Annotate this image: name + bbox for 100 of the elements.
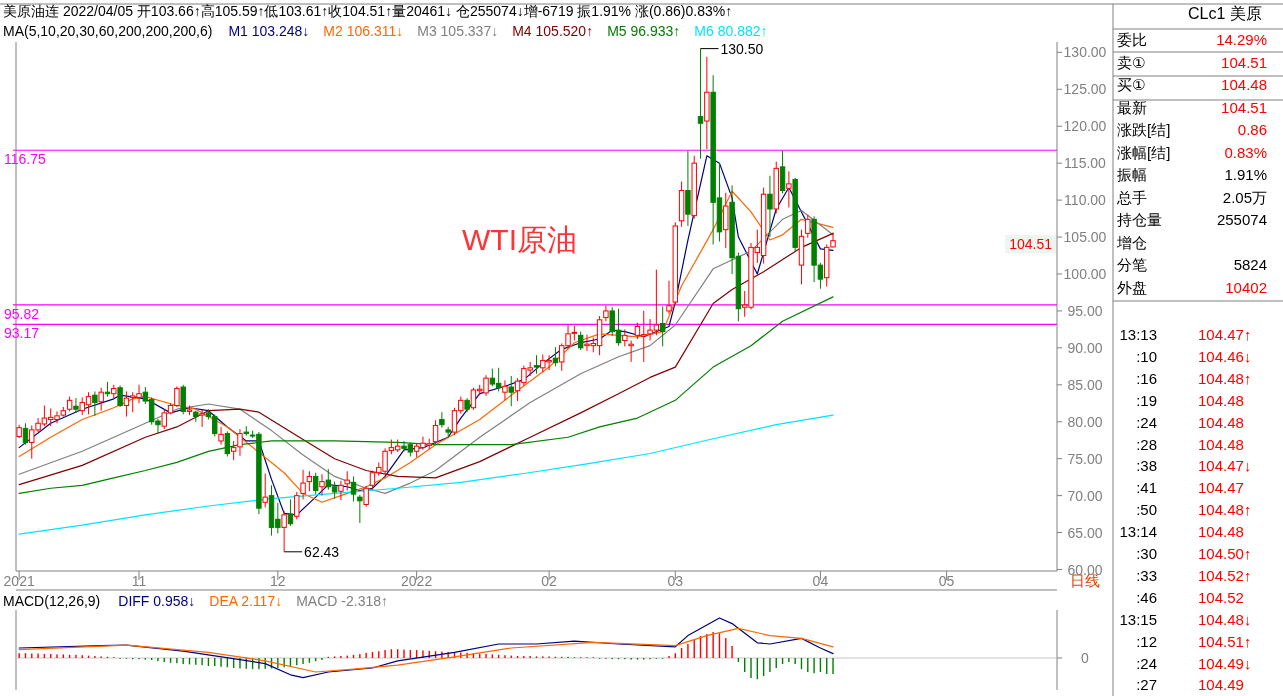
candlestick [502,379,508,401]
candlestick [628,339,634,363]
y-tick-label: 90.00 [1067,339,1103,356]
text: M1 103.248↓ [228,23,310,39]
text: 2.05万 [1222,188,1267,206]
category-label: :30 [1136,545,1157,562]
text: 255074 [1216,211,1267,228]
category-label: 涨跌[结] [1117,121,1171,138]
category-label: :16 [1136,369,1157,387]
text: 104.51↑ [1198,632,1252,650]
category-label: :12 [1136,632,1157,650]
annotation: WTI原油 [462,223,577,256]
x-tick-label: 11 [131,573,147,589]
text: M5 96.933↑ [607,23,681,39]
y-tick-label: 100.00 [1063,265,1107,282]
candlestick [439,411,445,429]
category-label: :28 [1136,435,1157,453]
annotation: 62.43 [304,543,340,560]
candlestick [533,354,540,375]
text: 104.46↓ [1198,347,1252,365]
candlestick [432,419,439,445]
y-tick-label: 105.00 [1063,229,1107,246]
text: 104.50↑ [1198,545,1252,562]
ref-line-label: 93.17 [4,325,40,342]
candlestick [659,306,666,347]
text: 104.48 [1221,76,1267,93]
category-label: 13:15 [1119,610,1157,628]
text: M6 80.882↑ [694,23,768,39]
category-label: 增仓 [1116,233,1147,251]
category-label: :41 [1136,479,1157,497]
text: CLc1 美原 [1188,5,1262,22]
text: 104.48↑ [1198,369,1252,387]
category-label: :50 [1136,501,1157,519]
category-label: :19 [1136,391,1157,409]
x-tick-label: 03 [667,573,684,589]
candlestick [312,472,319,495]
text: 104.48 [1198,523,1244,541]
candlestick [577,331,584,351]
candlestick [786,170,792,208]
category-label: :24 [1136,654,1157,672]
candlestick [344,470,350,491]
candlestick [218,426,224,446]
candlestick [685,150,691,227]
chart-title: 美原油连 2022/04/05 开103.66↑高105.59↑低103.61↑收104.51↑量20461↓ 仓255074↓增-6719 振1.91% 涨(0.86)0.83%↑ [3,3,733,19]
candlestick [338,480,344,501]
x-tick-label: 05 [938,573,955,589]
y-tick-label: 115.00 [1064,155,1107,172]
candlestick [281,510,287,553]
text: M4 105.520↑ [512,23,594,39]
category-label: 振幅 [1117,166,1147,183]
text: 104.49 [1198,676,1244,694]
text: 104.48 [1198,435,1244,453]
text: 104.47↓ [1198,457,1252,475]
category-label: :46 [1136,588,1157,606]
category-label: 总手 [1116,188,1147,206]
text: 104.47↑ [1198,326,1252,343]
candlestick [805,214,811,239]
y-tick-label: 95.00 [1067,302,1103,319]
text: 1.91% [1224,166,1267,183]
candlestick [508,375,514,407]
y-tick-label: 70.00 [1067,487,1103,504]
category-label: 13:14 [1119,523,1157,541]
text: 104.48 [1198,391,1244,409]
text: 14.29% [1216,31,1267,48]
candlestick [199,409,205,428]
candlestick [73,397,79,414]
candlestick [306,470,313,492]
category-label: 13:13 [1119,326,1157,343]
x-tick-label: 2022 [401,573,433,589]
text: 104.52↑ [1198,566,1252,584]
text: M3 105.337↓ [417,23,499,39]
text: 104.47 [1198,479,1244,497]
category-label: 最新 [1117,98,1147,116]
text: DEA 2.117↓ [209,593,283,609]
candlestick [357,494,363,524]
candlestick [117,385,123,408]
x-tick-label: 04 [812,573,829,589]
y-tick-label: 125.00 [1063,81,1107,98]
text: 104.51 [1221,98,1267,116]
y-tick-label: 120.00 [1063,118,1107,135]
category-label: 持仓量 [1117,211,1162,228]
x-tick-label: 12 [270,573,286,589]
text: DIFF 0.958↓ [118,593,196,609]
text: 0.83% [1224,143,1267,161]
ref-line-label: 95.82 [4,305,40,322]
text: 104.49↓ [1198,654,1252,672]
y-tick-label: 85.00 [1067,376,1103,393]
text: 104.48 [1198,413,1244,431]
category-label: 买① [1117,76,1146,93]
category-label: 卖① [1117,53,1146,71]
text: 104.48↑ [1198,501,1252,519]
candlestick [779,150,786,194]
category-label: :27 [1136,676,1157,694]
text: 5824 [1233,256,1267,273]
y-tick-label: 130.00 [1063,44,1107,61]
candlestick [319,473,325,497]
candlestick [300,469,306,500]
text: 0.86 [1237,121,1267,138]
candlestick [363,485,369,508]
text: M2 106.311↓ [323,23,404,39]
